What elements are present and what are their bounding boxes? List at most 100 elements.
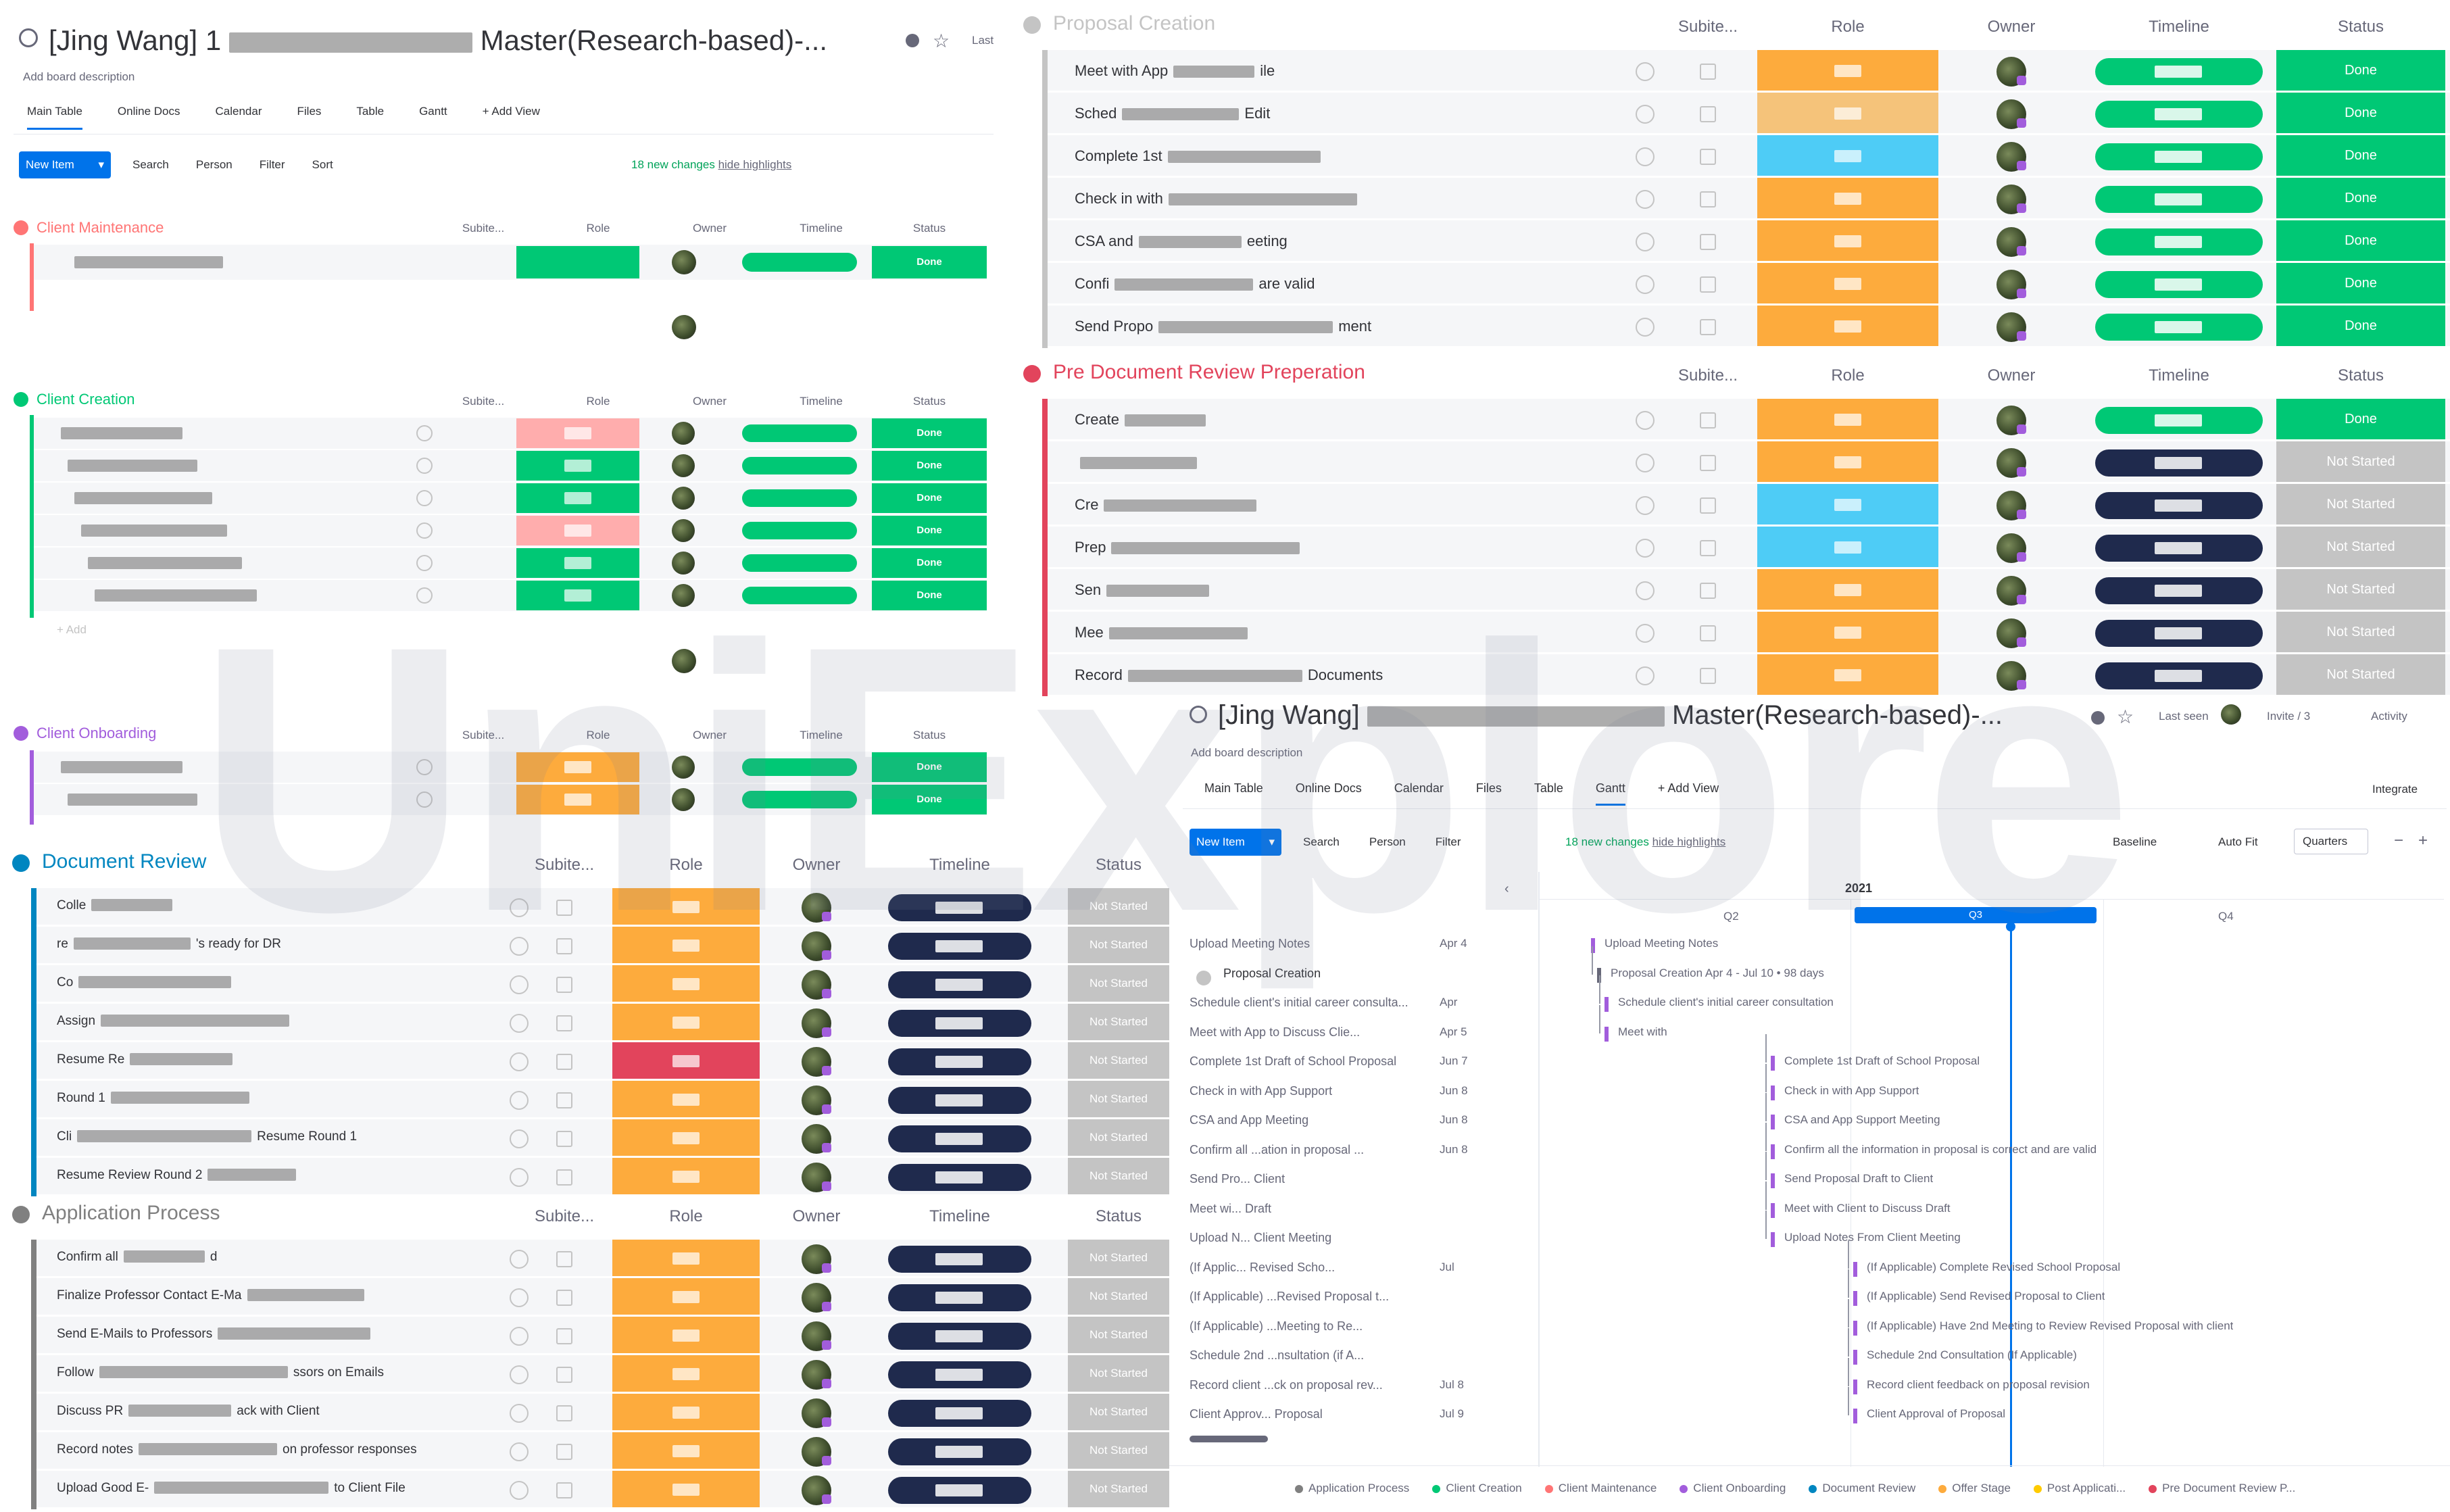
gantt-bar-label[interactable]: Schedule 2nd Consultation (If Applicable… [1867,1348,2077,1361]
subitems-icon[interactable] [1700,497,1716,514]
row-name[interactable]: Cli Resume Round 1 [57,1129,358,1144]
add-update-icon[interactable] [1636,317,1655,337]
table-row[interactable]: Done [34,580,987,611]
status-cell[interactable]: Not Started [1068,1317,1169,1353]
status-cell[interactable]: Not Started [1068,1355,1169,1392]
gantt-task-name[interactable]: Complete 1st Draft of School Proposal [1190,1054,1397,1068]
column-header[interactable]: Timeline [929,856,990,874]
add-update-icon[interactable] [1636,189,1655,209]
add-update-icon[interactable] [510,936,529,956]
gantt-bar-label[interactable]: Check in with App Support [1784,1083,1919,1097]
board-title-suffix[interactable]: Master(Research-based)-... [480,24,828,56]
column-header[interactable]: Role [669,1207,703,1225]
table-row[interactable]: Resume Re Not Started [36,1042,1169,1079]
table-row[interactable]: Record Documents Not Started [1048,654,2450,695]
status-cell[interactable]: Not Started [1068,888,1169,925]
group-collapse-icon[interactable] [12,854,30,872]
gantt-task-name[interactable]: Confirm all ...ation in proposal ... [1190,1142,1365,1156]
avatar[interactable] [672,422,695,445]
role-cell[interactable] [1757,612,1938,652]
row-name[interactable]: Assign [57,1014,489,1029]
gantt-task-name[interactable]: (If Applic... Revised Scho... [1190,1260,1336,1274]
group-title-client-creation[interactable]: Client Creation [36,391,135,408]
status-cell[interactable]: Not Started [1068,1004,1169,1040]
role-cell[interactable] [1757,306,1938,346]
status-cell[interactable]: Done [872,418,987,448]
row-name[interactable]: Round 1 [57,1091,489,1106]
gantt-milestone[interactable] [1604,997,1609,1012]
group-title-application-process[interactable]: Application Process [42,1202,220,1224]
tab-add-view[interactable]: + Add View [482,105,540,118]
table-row[interactable]: Assign Not Started [36,1004,1169,1040]
gantt-bar-label[interactable]: (If Applicable) Send Revised Proposal to… [1867,1290,2105,1302]
role-cell[interactable] [1757,527,1938,567]
gantt-task-name[interactable]: Client Approv... Proposal [1190,1407,1323,1421]
table-row[interactable]: Send E-Mails to Professors Not Started [36,1317,1169,1353]
table-row[interactable]: Not Started [1048,441,2450,482]
table-row[interactable]: Done [34,515,987,546]
timeline-pill[interactable] [2095,313,2263,341]
last-seen-label[interactable]: Last seen [2159,710,2209,723]
gantt-group-name[interactable]: Proposal Creation [1223,966,1321,980]
zoom-select[interactable]: Quarters [2294,829,2369,854]
tab-online-docs[interactable]: Online Docs [1295,781,1362,795]
add-update-icon[interactable] [510,1090,529,1110]
gantt-bar-label[interactable]: CSA and App Support Meeting [1784,1113,1940,1126]
add-update-icon[interactable] [510,1442,529,1461]
status-cell[interactable]: Not Started [2276,569,2445,610]
timeline-pill[interactable] [888,1361,1031,1388]
role-cell[interactable] [612,1004,760,1040]
add-update-icon[interactable] [416,490,433,506]
gantt-bar-label[interactable]: (If Applicable) Have 2nd Meeting to Revi… [1867,1319,2234,1332]
info-icon[interactable] [906,34,919,47]
add-update-icon[interactable] [1636,410,1655,430]
gantt-bar-label[interactable]: Meet with Client to Discuss Draft [1784,1201,1951,1215]
role-cell[interactable] [612,1355,760,1392]
group-collapse-icon[interactable] [14,392,28,407]
new-item-button[interactable]: New Item ▾ [19,151,111,178]
gantt-task-name[interactable]: (If Applicable) ...Meeting to Re... [1190,1319,1363,1333]
role-cell[interactable] [612,1158,760,1194]
add-update-icon[interactable] [416,458,433,474]
timeline-pill[interactable] [2095,143,2263,170]
status-cell[interactable]: Done [2276,135,2445,176]
timeline-pill[interactable] [742,457,857,474]
gantt-milestone[interactable] [1771,1056,1775,1071]
role-cell[interactable] [516,516,639,545]
gantt-bar-label[interactable]: (If Applicable) Complete Revised School … [1867,1260,2121,1273]
status-cell[interactable]: Done [872,483,987,513]
gantt-task-name[interactable]: Send Pro... Client [1190,1172,1285,1186]
column-header[interactable]: Subite... [1677,18,1738,36]
row-name[interactable]: Discuss PR ack with Client [57,1403,320,1418]
timeline-pill[interactable] [2095,406,2263,434]
role-cell[interactable] [612,1471,760,1507]
column-header[interactable]: Owner [792,1207,841,1225]
role-cell[interactable] [612,1432,760,1469]
table-row[interactable]: Done [34,418,987,449]
tab-files[interactable]: Files [1475,781,1502,795]
gantt-bar-label[interactable]: Send Proposal Draft to Client [1784,1172,1934,1185]
row-name[interactable]: Confirm all d [57,1249,218,1264]
role-cell[interactable] [1757,399,1938,439]
subitems-icon[interactable] [556,1289,572,1306]
role-cell[interactable] [1757,135,1938,176]
add-update-icon[interactable] [510,1480,529,1500]
subitems-icon[interactable] [556,1053,572,1070]
role-cell[interactable] [1757,93,1938,133]
timeline-pill[interactable] [742,253,857,272]
search-button[interactable]: Search [1303,835,1340,848]
subitems-icon[interactable] [556,1443,572,1460]
table-row[interactable]: Meet with App ile Done [1048,50,2450,91]
add-update-icon[interactable] [510,1013,529,1033]
role-cell[interactable] [1757,484,1938,525]
row-name[interactable]: Confi are valid [1075,274,1315,292]
gantt-bar-label[interactable]: Confirm all the information in proposal … [1784,1142,2097,1156]
timeline-pill[interactable] [2095,662,2263,689]
column-header[interactable]: Role [1831,366,1865,385]
table-row[interactable]: re's ready for DR Not Started [36,927,1169,963]
status-cell[interactable]: Not Started [2276,654,2445,695]
add-update-icon[interactable] [510,1288,529,1307]
subitems-icon[interactable] [1700,539,1716,556]
timeline-pill[interactable] [888,894,1031,921]
status-cell[interactable]: Not Started [1068,1081,1169,1117]
